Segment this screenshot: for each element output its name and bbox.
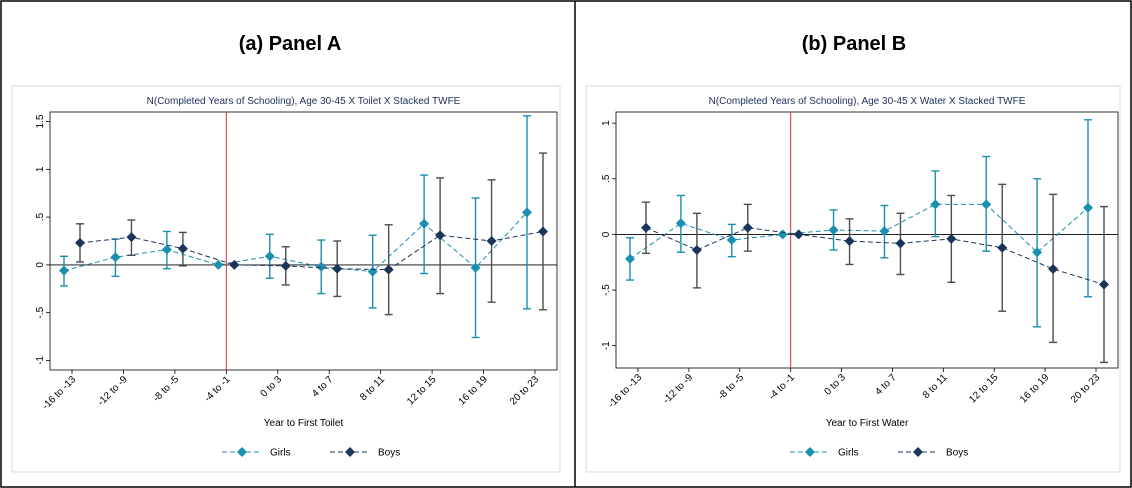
data-point-boys [641,222,651,233]
data-point-boys [946,233,957,244]
data-point-boys [1099,279,1109,290]
data-point-boys [793,229,804,240]
data-point-girls [777,229,788,240]
x-axis-label: Year to First Water [826,418,909,429]
legend-marker [805,447,815,457]
data-point-boys [997,242,1008,253]
data-point-boys [435,230,446,241]
data-point-boys [742,222,753,233]
data-point-girls [264,251,275,262]
data-point-girls [930,199,941,210]
data-point-girls [213,259,224,270]
y-tick-label: 1 [601,120,612,126]
data-point-girls [470,262,481,273]
plot-area-frame [615,111,1119,369]
y-tick-label: -.5 [35,306,46,318]
graph-region-frame [11,85,561,473]
data-point-boys [691,245,702,256]
series-line-girls [63,211,528,273]
data-point-girls [522,207,532,218]
legend-label-boys: Boys [946,448,968,459]
data-point-girls [828,224,839,235]
data-point-girls [1083,202,1093,213]
chart-title: N(Completed Years of Schooling), Age 30-… [147,96,461,107]
y-tick-label: 0 [35,262,46,268]
y-tick-label: .5 [35,213,46,222]
y-tick-label: -1 [601,341,612,350]
data-point-boys [75,237,85,248]
series-line-girls [629,203,1089,260]
data-point-boys [126,232,137,243]
panel-a-title: (a) Panel A [239,33,342,55]
data-point-girls [316,261,327,272]
panel-b: (b) Panel B N(Completed Years of Schooli… [585,33,1121,473]
data-point-boys [486,236,497,246]
data-point-girls [675,218,686,229]
data-point-boys [229,259,240,270]
data-point-girls [419,218,430,229]
data-point-girls [110,252,121,263]
data-point-boys [332,263,343,274]
data-point-boys [383,264,394,275]
data-point-girls [981,199,992,210]
y-tick-label: 0 [601,231,612,237]
data-point-girls [161,244,172,255]
legend-marker [913,447,923,457]
panel-b-title: (b) Panel B [802,33,906,55]
y-tick-label: 1 [35,166,46,172]
legend-label-girls: Girls [838,448,859,459]
chart-title: N(Completed Years of Schooling), Age 30-… [709,96,1026,107]
legend-label-boys: Boys [378,448,400,459]
legend-marker [237,447,247,457]
series-line-boys [79,230,544,271]
y-tick-label: .5 [601,174,612,183]
data-point-girls [59,265,69,276]
panel-a: (a) Panel A N(Completed Years of Schooli… [11,33,561,473]
legend-marker [345,447,355,457]
data-point-girls [726,235,737,245]
series-line-boys [645,227,1105,285]
x-axis-label: Year to First Toilet [264,418,344,429]
data-point-boys [844,236,855,247]
data-point-girls [879,226,890,237]
graph-region-frame [585,85,1121,473]
data-point-boys [1048,263,1059,274]
data-point-boys [538,226,548,237]
y-tick-label: 1.5 [35,114,46,128]
data-point-girls [1032,247,1043,258]
data-point-girls [625,253,635,264]
data-point-boys [280,260,291,271]
data-point-boys [895,238,906,249]
y-tick-label: -.5 [601,284,612,296]
legend-label-girls: Girls [270,448,291,459]
y-tick-label: -1 [35,356,46,365]
data-point-boys [177,243,188,254]
plot-area-frame [49,111,558,371]
